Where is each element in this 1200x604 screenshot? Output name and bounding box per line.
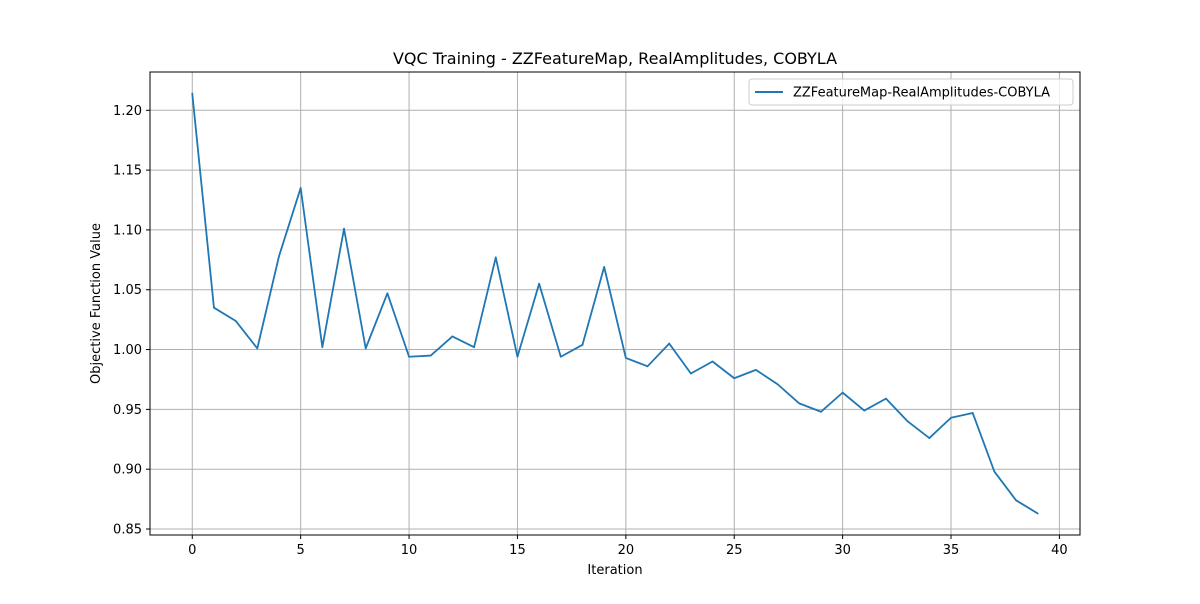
data-point <box>321 346 324 349</box>
data-point <box>234 319 237 322</box>
x-tick-label: 25 <box>726 543 743 558</box>
data-point <box>1015 499 1017 502</box>
data-point <box>494 256 497 259</box>
data-point <box>343 227 345 230</box>
data-point <box>863 409 866 412</box>
series-line <box>191 93 1039 515</box>
data-point <box>538 282 541 285</box>
grid-layer <box>150 72 1080 535</box>
chart-title: VQC Training - ZZFeatureMap, RealAmplitu… <box>393 49 837 68</box>
data-point <box>971 412 974 414</box>
data-point <box>278 255 280 258</box>
x-axis-label: Iteration <box>587 563 642 578</box>
legend-label: ZZFeatureMap-RealAmplitudes-COBYLA <box>793 86 1050 101</box>
data-point <box>689 372 692 375</box>
data-point <box>885 397 887 400</box>
data-point <box>798 402 801 405</box>
data-point <box>386 292 389 295</box>
data-point <box>408 355 410 358</box>
data-point <box>1036 512 1039 515</box>
y-tick-label: 1.05 <box>113 283 142 298</box>
x-tick-label: 20 <box>618 543 635 558</box>
data-point <box>299 187 302 189</box>
data-point <box>820 410 822 413</box>
x-tick-label: 10 <box>401 543 418 558</box>
data-point <box>646 365 649 368</box>
y-axis: 0.85 0.90 0.95 1.00 1.05 1.10 1.15 1.20 <box>113 104 150 538</box>
data-point <box>213 306 215 309</box>
legend: ZZFeatureMap-RealAmplitudes-COBYLA <box>748 78 1074 106</box>
data-point <box>473 346 475 349</box>
y-tick-label: 0.85 <box>113 523 142 538</box>
data-point <box>451 335 454 338</box>
data-point <box>559 355 562 358</box>
y-tick-label: 0.90 <box>113 463 142 478</box>
x-tick-label: 5 <box>297 543 305 558</box>
data-point <box>841 391 844 394</box>
data-point <box>755 368 757 371</box>
x-tick-label: 0 <box>188 543 196 558</box>
data-point <box>581 343 584 346</box>
data-point <box>668 342 671 345</box>
x-tick-label: 30 <box>834 543 851 558</box>
data-point <box>191 92 194 95</box>
data-point <box>993 470 996 473</box>
legend-box <box>748 78 1074 106</box>
data-point <box>928 437 931 439</box>
data-point <box>950 416 952 419</box>
data-point <box>256 347 259 350</box>
x-axis: 0 5 10 15 20 25 30 35 40 <box>188 535 1068 558</box>
plot-area-frame <box>149 71 1081 536</box>
x-tick-label: 15 <box>509 543 526 558</box>
data-point <box>906 420 909 423</box>
data-point <box>776 383 779 386</box>
data-point <box>364 347 367 350</box>
data-point <box>711 360 714 363</box>
y-tick-label: 0.95 <box>113 403 142 418</box>
data-point <box>603 266 606 268</box>
data-point <box>516 355 519 358</box>
y-tick-label: 1.15 <box>113 164 142 179</box>
x-tick-label: 40 <box>1051 543 1068 558</box>
series-layer <box>191 92 1039 515</box>
y-tick-label: 1.00 <box>113 343 142 358</box>
data-point <box>624 357 627 359</box>
y-tick-label: 1.10 <box>113 223 142 238</box>
data-point <box>429 354 432 357</box>
x-tick-label: 35 <box>943 543 960 558</box>
y-axis-label: Objective Function Value <box>89 223 104 384</box>
y-tick-label: 1.20 <box>113 104 142 119</box>
data-point <box>733 377 736 380</box>
